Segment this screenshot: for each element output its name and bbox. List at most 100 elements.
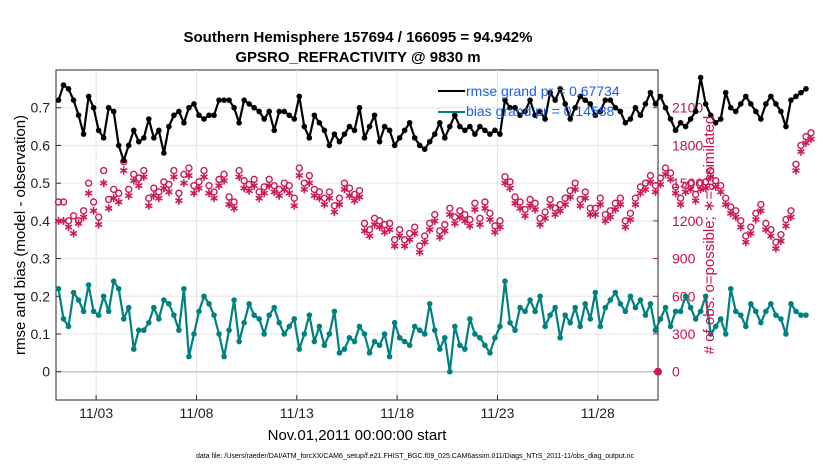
obs-possible-point [79, 207, 88, 215]
rmse-point [326, 142, 333, 149]
obs-possible-point [526, 195, 534, 204]
obs-possible-point [561, 194, 569, 202]
obs-possible-point [556, 200, 564, 209]
rmse-point [652, 101, 659, 107]
rmse-point [582, 97, 589, 103]
rmse-point [577, 93, 584, 100]
bias-point [567, 319, 574, 326]
bias-point [547, 312, 553, 318]
bias-point [301, 331, 308, 337]
rmse-point [547, 89, 553, 96]
rmse-point [296, 93, 303, 100]
x-tick-label: 11/23 [480, 405, 514, 421]
bias-point [467, 316, 473, 322]
bias-point [452, 323, 458, 330]
y-left-tick-label: 0.1 [31, 326, 51, 342]
bias-point [336, 350, 343, 356]
bias-point [457, 342, 463, 349]
rmse-point [622, 120, 629, 126]
x-grid [95, 70, 599, 400]
obs-assimilated-point [164, 187, 173, 196]
obs-possible-point [180, 170, 188, 179]
rmse-point [537, 108, 543, 115]
obs-possible-point [531, 199, 539, 207]
rmse-point [286, 112, 293, 119]
bias-point [70, 289, 77, 296]
obs-possible-point [441, 220, 449, 229]
bias-point [763, 308, 769, 315]
obs-possible-point [250, 175, 258, 184]
legend-rmse-label: rmse grand pr = 0.67734 [466, 83, 620, 99]
obs-possible-point [596, 194, 605, 202]
rmse-point [602, 97, 609, 103]
rmse-point [672, 127, 679, 134]
rmse-point [737, 101, 744, 107]
rmse-point [151, 135, 157, 141]
bias-point [472, 331, 478, 337]
obs-possible-point [591, 204, 599, 212]
bias-point [115, 285, 122, 292]
x-tick-label: 11/08 [179, 405, 213, 421]
chart-title-line2: GPSRO_REFRACTIVITY @ 9830 m [235, 49, 480, 66]
bias-point [562, 312, 568, 318]
y-right-tick-label: 0 [672, 364, 680, 380]
x-axis-label: Nov.01,2011 00:00:00 start [268, 427, 448, 444]
rmse-point [386, 127, 393, 134]
rmse-point [732, 108, 739, 115]
bias-point [682, 293, 689, 300]
bias-point [722, 331, 729, 337]
rmse-point [642, 101, 649, 107]
obs-assimilated-point [175, 196, 183, 205]
x-tick-label: 11/13 [280, 405, 314, 421]
obs-possible-point [426, 219, 434, 228]
obs-possible-point [626, 209, 635, 218]
obs-assimilated-point [180, 179, 188, 188]
obs-possible-point [305, 171, 314, 180]
rmse-point [803, 86, 809, 92]
bias-point [186, 353, 192, 360]
rmse-point [186, 104, 192, 111]
bias-point [431, 327, 438, 334]
rmse-point [416, 142, 423, 149]
obs-possible-point [225, 193, 233, 201]
obs-possible-point [611, 199, 620, 207]
obs-assimilated-point [295, 171, 304, 180]
bias-point [642, 312, 649, 318]
right-axis-zero-marker [654, 367, 662, 376]
obs-possible-point [456, 207, 464, 215]
obs-possible-point [772, 238, 780, 246]
obs-possible-point [205, 181, 213, 190]
rmse-point [256, 108, 262, 115]
obs-possible-point [566, 186, 574, 195]
obs-possible-point [496, 217, 504, 225]
rmse-point [702, 101, 709, 107]
rmse-point [507, 104, 513, 111]
bias-point [622, 308, 629, 315]
bias-point [411, 323, 418, 330]
obs-possible-point [701, 178, 710, 186]
rmse-point [532, 112, 538, 119]
bias-point [758, 319, 764, 326]
obs-possible-point [89, 198, 98, 206]
obs-possible-point [350, 190, 359, 199]
rmse-point [677, 120, 684, 126]
bias-point [426, 301, 433, 307]
y-left-tick-label: 0 [42, 364, 50, 380]
obs-possible-point [747, 223, 755, 231]
bias-point [687, 304, 694, 311]
rmse-point [517, 112, 523, 119]
x-ticks: 11/03 11/08 11/13 11/18 11/23 11/28 [79, 395, 615, 421]
obs-possible-point [360, 219, 369, 228]
bias-point [462, 346, 468, 352]
obs-possible-point [691, 190, 700, 199]
bias-point [161, 297, 167, 303]
bias-point [727, 285, 734, 292]
obs-possible-point [732, 207, 740, 215]
obs-possible-point [195, 178, 203, 186]
bias-point [55, 285, 62, 292]
rmse-point [135, 138, 142, 145]
bias-point [171, 312, 177, 318]
obs-possible-point [59, 198, 68, 206]
rmse-point [687, 116, 694, 122]
obs-possible-point [782, 215, 790, 224]
